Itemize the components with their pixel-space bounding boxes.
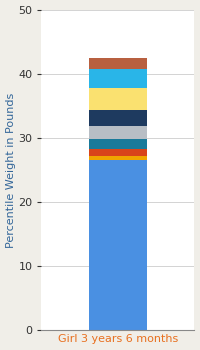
Bar	[89, 149, 147, 156]
Bar	[89, 139, 147, 149]
Bar	[89, 88, 147, 110]
Bar	[89, 69, 147, 88]
Y-axis label: Percentile Weight in Pounds: Percentile Weight in Pounds	[6, 92, 16, 247]
Bar	[89, 160, 147, 330]
Bar	[89, 58, 147, 69]
Bar	[89, 156, 147, 160]
Bar	[89, 126, 147, 139]
Bar	[89, 110, 147, 126]
